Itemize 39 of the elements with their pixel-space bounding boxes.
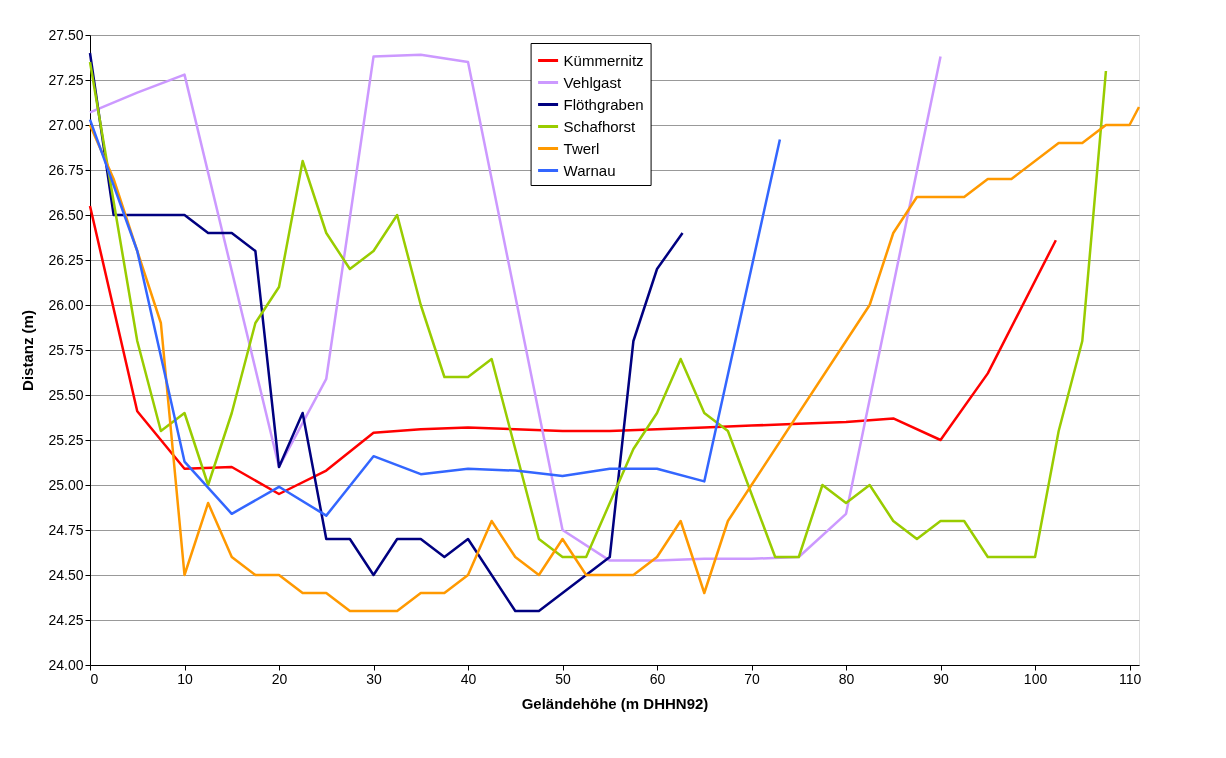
y-tick-label: 27.50 bbox=[48, 26, 84, 43]
x-axis-title: Geländehöhe (m DHHN92) bbox=[521, 694, 709, 712]
y-axis-title: Distanz (m) bbox=[19, 310, 37, 391]
legend-label: Schafhorst bbox=[563, 117, 637, 135]
y-tick-label: 26.75 bbox=[48, 161, 84, 178]
legend-label: Twerl bbox=[563, 139, 600, 157]
x-tick-label: 110 bbox=[1118, 670, 1142, 687]
x-tick-label: 50 bbox=[555, 670, 572, 687]
y-tick-label: 24.25 bbox=[48, 611, 84, 628]
line-series bbox=[88, 204, 1058, 496]
legend-label: Vehlgast bbox=[563, 73, 622, 91]
line-series bbox=[88, 53, 942, 562]
x-tick-label: 90 bbox=[933, 670, 950, 687]
x-tick-label: 80 bbox=[838, 670, 855, 687]
y-tick-label: 24.50 bbox=[48, 566, 84, 583]
y-tick-label: 25.50 bbox=[48, 386, 84, 403]
y-tick-label: 26.25 bbox=[48, 251, 84, 268]
line-series bbox=[88, 51, 684, 613]
y-tick-label: 26.50 bbox=[48, 206, 84, 223]
y-tick-label: 26.00 bbox=[48, 296, 84, 313]
y-tick-label: 25.75 bbox=[48, 341, 84, 358]
x-tick-label: 30 bbox=[366, 670, 383, 687]
legend-label: Warnau bbox=[563, 161, 616, 179]
x-tick-label: 20 bbox=[271, 670, 288, 687]
x-tick-label: 70 bbox=[744, 670, 761, 687]
legend-label: Flöthgraben bbox=[563, 95, 644, 113]
x-tick-label: 0 bbox=[90, 670, 99, 687]
y-tick-label: 25.00 bbox=[48, 476, 84, 493]
y-tick-label: 27.25 bbox=[48, 71, 84, 88]
x-tick-label: 60 bbox=[649, 670, 666, 687]
legend-label: Kümmernitz bbox=[563, 51, 644, 69]
line-series bbox=[88, 118, 782, 517]
y-tick-label: 25.25 bbox=[48, 431, 84, 448]
y-tick-label: 27.00 bbox=[48, 116, 84, 133]
x-tick-label: 40 bbox=[460, 670, 477, 687]
x-tick-label: 100 bbox=[1023, 670, 1048, 687]
x-tick-label: 10 bbox=[177, 670, 193, 687]
y-tick-label: 24.00 bbox=[48, 656, 84, 673]
y-tick-label: 24.75 bbox=[48, 521, 84, 538]
